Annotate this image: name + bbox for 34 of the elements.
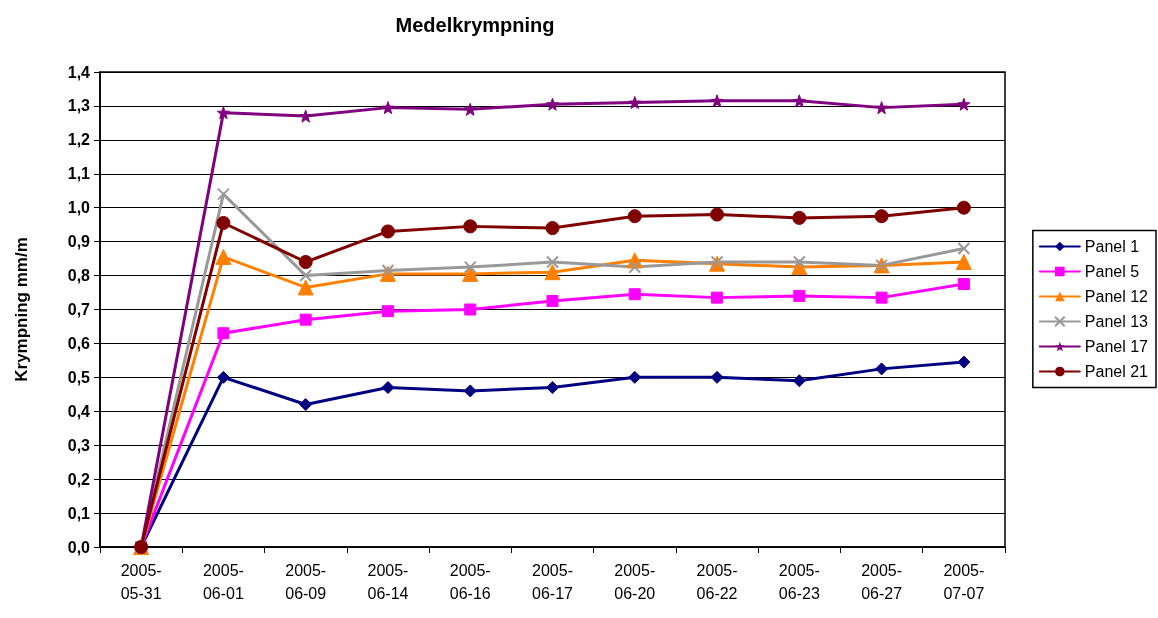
x-tick-label: 2005-06-27: [861, 562, 903, 602]
legend-label: Panel 5: [1084, 263, 1140, 280]
legend-label: Panel 13: [1084, 313, 1149, 330]
y-tick-label: 0,9: [67, 233, 91, 251]
y-tick-label: 0,8: [67, 267, 91, 285]
y-tick-label: 0,6: [67, 334, 91, 352]
y-tick-label: 0,4: [67, 402, 91, 420]
x-tick-label: 2005-06-20: [614, 562, 656, 602]
x-tick-label: 2005-07-07: [943, 562, 985, 602]
legend-label: Panel 17: [1084, 338, 1149, 355]
x-tick-label: 2005-06-16: [449, 562, 491, 602]
y-tick-label: 1,0: [67, 199, 91, 217]
y-tick-label: 0,5: [67, 368, 91, 386]
y-tick-label: 1,4: [67, 63, 91, 81]
y-tick-label: 1,2: [67, 131, 91, 149]
chart-title: Medelkrympning: [395, 14, 555, 36]
legend-label: Panel 12: [1084, 288, 1149, 305]
y-tick-label: 0,1: [67, 504, 91, 522]
x-tick-label: 2005-06-22: [696, 562, 738, 602]
y-tick-label: 1,3: [67, 97, 91, 115]
y-tick-label: 0,3: [67, 436, 91, 454]
x-tick-label: 2005-06-23: [778, 562, 820, 602]
y-tick-label: 1,1: [67, 165, 91, 183]
y-tick-label: 0,0: [67, 538, 91, 556]
x-tick-label: 2005-06-14: [367, 562, 409, 602]
y-tick-label: 0,7: [67, 301, 91, 318]
x-tick-label: 2005-06-17: [532, 562, 574, 602]
y-axis-title: Krympning mm/m: [12, 237, 31, 382]
legend-label: Panel 21: [1084, 363, 1149, 380]
y-tick-label: 0,2: [67, 470, 91, 488]
legend-label: Panel 1: [1084, 238, 1140, 255]
x-tick-label: 2005-05-31: [120, 562, 162, 602]
x-tick-label: 2005-06-09: [285, 562, 327, 602]
x-tick-label: 2005-06-01: [202, 562, 244, 602]
